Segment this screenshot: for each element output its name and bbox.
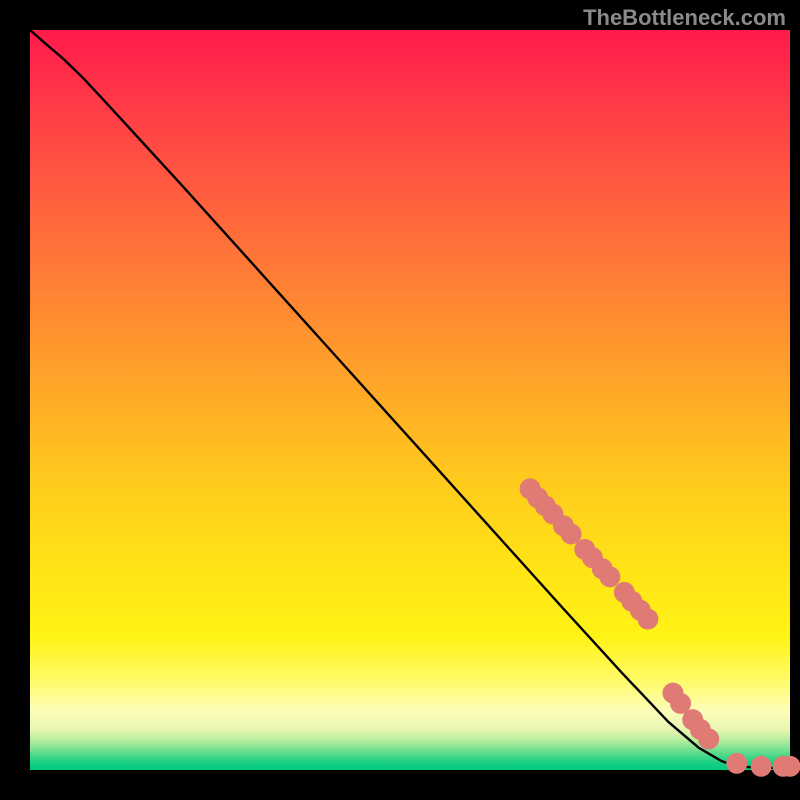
- watermark-text: TheBottleneck.com: [583, 5, 786, 31]
- data-marker: [698, 728, 719, 749]
- chart-container: TheBottleneck.com: [0, 0, 800, 800]
- data-marker: [637, 609, 658, 630]
- data-marker: [726, 753, 747, 774]
- chart-svg: [0, 0, 800, 800]
- data-marker: [599, 566, 620, 587]
- data-marker: [751, 756, 772, 777]
- plot-area: [30, 30, 790, 770]
- data-marker: [780, 756, 800, 777]
